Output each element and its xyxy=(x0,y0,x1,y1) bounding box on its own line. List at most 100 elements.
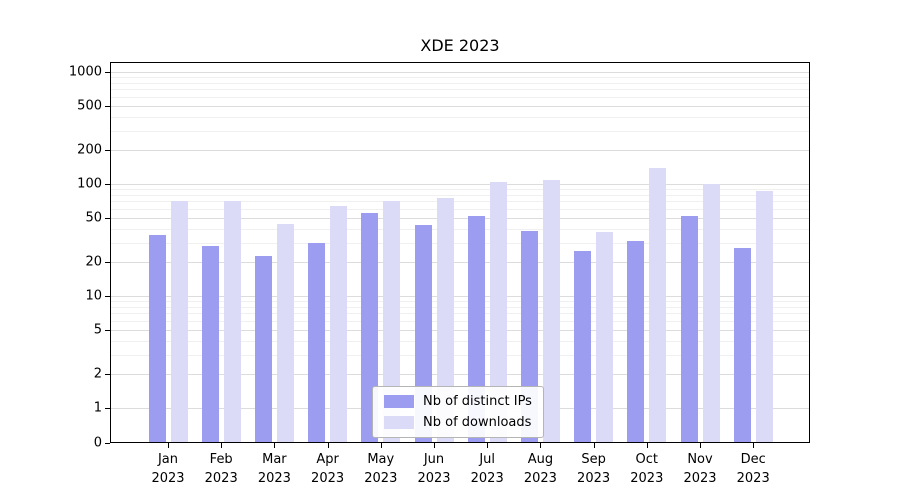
legend-swatch-downloads xyxy=(384,416,414,429)
y-tick-mark xyxy=(105,329,110,331)
bar-downloads xyxy=(436,198,454,443)
bar-downloads xyxy=(276,223,294,443)
x-tick-mark xyxy=(540,443,542,448)
bar-downloads xyxy=(170,201,188,443)
x-tick-label: Mar 2023 xyxy=(257,452,291,486)
bar-downloads xyxy=(755,190,773,443)
major-gridline xyxy=(110,374,810,376)
bar-distinct-ips xyxy=(627,241,645,443)
bar-distinct-ips xyxy=(733,247,751,443)
bar-downloads xyxy=(649,167,667,443)
legend-label-downloads: Nb of downloads xyxy=(423,415,532,430)
x-tick-label: Dec 2023 xyxy=(736,452,770,486)
minor-gridline xyxy=(110,208,810,210)
y-tick-mark xyxy=(105,262,110,264)
y-tick-label: 5 xyxy=(93,322,102,338)
minor-gridline xyxy=(110,228,810,230)
legend-item-downloads: Nb of downloads xyxy=(384,415,532,430)
x-tick-mark xyxy=(380,443,382,448)
y-tick-mark xyxy=(105,105,110,107)
x-tick-mark xyxy=(753,443,755,448)
x-tick-label: Aug 2023 xyxy=(523,452,557,486)
minor-gridline xyxy=(110,130,810,132)
x-tick-mark xyxy=(327,443,329,448)
x-tick-label: Oct 2023 xyxy=(630,452,664,486)
legend-item-distinct-ips: Nb of distinct IPs xyxy=(384,394,532,409)
y-tick-mark xyxy=(105,150,110,152)
y-tick-label: 10 xyxy=(85,288,102,304)
minor-gridline xyxy=(110,301,810,303)
bar-downloads xyxy=(489,181,507,443)
minor-gridline xyxy=(110,242,810,244)
y-tick-mark xyxy=(105,184,110,185)
bar-distinct-ips xyxy=(201,245,219,443)
minor-gridline xyxy=(110,194,810,196)
major-gridline xyxy=(110,184,810,185)
x-tick-label: Jun 2023 xyxy=(417,452,451,486)
minor-gridline xyxy=(110,96,810,98)
bar-distinct-ips xyxy=(680,215,698,443)
minor-gridline xyxy=(110,354,810,356)
x-tick-mark xyxy=(646,443,648,448)
bar-downloads xyxy=(330,205,348,443)
minor-gridline xyxy=(110,89,810,91)
minor-gridline xyxy=(110,77,810,79)
minor-gridline xyxy=(110,201,810,203)
major-gridline xyxy=(110,72,810,73)
x-tick-mark xyxy=(168,443,169,448)
major-gridline xyxy=(110,150,810,152)
x-tick-mark xyxy=(700,443,701,448)
y-tick-label: 20 xyxy=(85,254,102,270)
y-tick-mark xyxy=(105,217,110,219)
x-tick-label: May 2023 xyxy=(364,452,398,486)
x-tick-label: Apr 2023 xyxy=(311,452,345,486)
x-tick-mark xyxy=(434,443,435,448)
y-tick-label: 1 xyxy=(93,400,102,416)
x-tick-label: Sep 2023 xyxy=(577,452,611,486)
bar-distinct-ips xyxy=(254,255,272,443)
x-tick-mark xyxy=(593,443,595,448)
bar-downloads xyxy=(702,184,720,443)
minor-gridline xyxy=(110,189,810,191)
minor-gridline xyxy=(110,340,810,342)
bar-downloads xyxy=(223,200,241,443)
x-tick-label: Jan 2023 xyxy=(151,452,185,486)
y-tick-label: 500 xyxy=(77,98,102,114)
minor-gridline xyxy=(110,313,810,315)
y-tick-label: 50 xyxy=(85,210,102,226)
major-gridline xyxy=(110,329,810,331)
major-gridline xyxy=(110,296,810,297)
minor-gridline xyxy=(110,320,810,322)
x-tick-label: Jul 2023 xyxy=(470,452,504,486)
major-gridline xyxy=(110,217,810,219)
legend-swatch-distinct-ips xyxy=(384,395,414,408)
chart-title: XDE 2023 xyxy=(420,36,500,55)
y-tick-label: 1000 xyxy=(68,64,102,80)
legend-label-distinct-ips: Nb of distinct IPs xyxy=(423,394,532,409)
minor-gridline xyxy=(110,306,810,308)
bar-downloads xyxy=(542,180,560,443)
major-gridline xyxy=(110,262,810,264)
minor-gridline xyxy=(110,116,810,118)
x-tick-mark xyxy=(221,443,223,448)
plot-area: Nb of distinct IPs Nb of downloads xyxy=(110,62,810,443)
y-tick-label: 200 xyxy=(77,142,102,158)
y-tick-mark xyxy=(105,443,110,444)
y-tick-mark xyxy=(105,408,110,409)
x-tick-label: Nov 2023 xyxy=(683,452,717,486)
minor-gridline xyxy=(110,82,810,84)
bar-distinct-ips xyxy=(574,251,592,443)
x-tick-mark xyxy=(274,443,276,448)
y-tick-mark xyxy=(105,296,110,297)
bar-downloads xyxy=(596,232,614,443)
y-tick-label: 0 xyxy=(93,435,102,451)
legend: Nb of distinct IPs Nb of downloads xyxy=(372,386,544,438)
y-tick-mark xyxy=(105,72,110,73)
major-gridline xyxy=(110,105,810,107)
x-tick-mark xyxy=(487,443,489,448)
bar-downloads xyxy=(383,200,401,443)
x-tick-label: Feb 2023 xyxy=(204,452,238,486)
y-tick-label: 100 xyxy=(77,176,102,192)
y-tick-mark xyxy=(105,374,110,376)
